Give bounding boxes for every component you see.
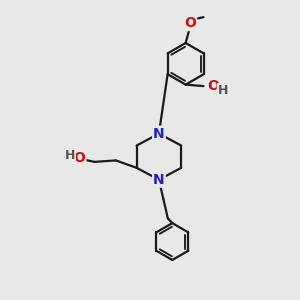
Text: H: H xyxy=(218,84,228,97)
Text: N: N xyxy=(153,127,165,141)
Text: O: O xyxy=(207,79,219,93)
Text: N: N xyxy=(153,173,165,187)
Text: O: O xyxy=(74,151,86,165)
Text: O: O xyxy=(184,16,196,30)
Text: H: H xyxy=(64,149,75,162)
